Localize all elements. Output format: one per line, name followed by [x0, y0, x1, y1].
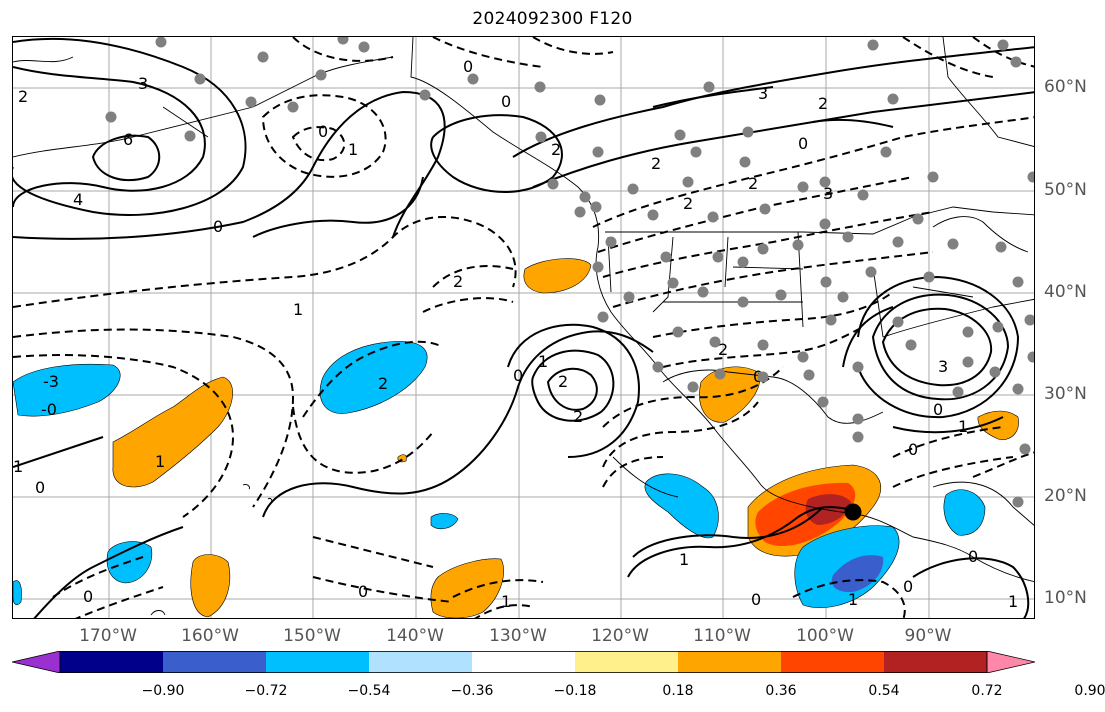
- colorbar-cell: [884, 651, 988, 673]
- contour-label: 0: [933, 400, 943, 419]
- colorbar-tick-label: 0.54: [868, 683, 900, 699]
- colorbar-tick-label: 0.90: [1074, 683, 1105, 699]
- contour-label: 1: [293, 300, 303, 319]
- colorbar-extend-min: [12, 651, 61, 673]
- contour-label: 0: [318, 122, 328, 141]
- contour-label: 1: [958, 417, 968, 436]
- colorbar-tick-label: −0.54: [347, 683, 391, 699]
- contour-label: 2: [718, 340, 728, 359]
- storm-center-marker: [844, 503, 862, 521]
- contour-label: 0: [213, 217, 223, 236]
- contour-label: -0: [41, 400, 57, 419]
- contour-label: 2: [378, 374, 388, 393]
- contour-label: -3: [43, 372, 59, 391]
- colorbar-cell: [472, 651, 576, 673]
- contour-label: 3: [938, 357, 948, 376]
- contour-label: 3: [823, 184, 833, 203]
- lat-label: 10°N: [1044, 588, 1087, 608]
- colorbar-border: [59, 651, 988, 673]
- contour-label: 2: [18, 87, 28, 106]
- contour-label: 0: [903, 577, 913, 596]
- contour-label: 0: [798, 134, 808, 153]
- contour-label: 1: [679, 550, 689, 569]
- lon-label: 110°W: [693, 626, 751, 646]
- contour-label: 0: [908, 440, 918, 459]
- contour-label: 1: [538, 352, 548, 371]
- lat-label: 20°N: [1044, 486, 1087, 506]
- colorbar-cells: [12, 651, 1035, 673]
- contour-label: 1: [13, 457, 23, 476]
- station-markers: [105, 37, 1034, 508]
- contour-label: 2: [558, 372, 568, 391]
- lon-label: 120°W: [591, 626, 649, 646]
- lon-label: 160°W: [181, 626, 239, 646]
- colorbar-tick-label: 0.72: [971, 683, 1003, 699]
- colorbar-tick-label: −0.18: [553, 683, 597, 699]
- dashed-contour-lines: [13, 37, 1034, 618]
- contour-label: 2: [453, 272, 463, 291]
- lon-label: 130°W: [489, 626, 547, 646]
- colorbar-tick-label: −0.72: [244, 683, 288, 699]
- lon-label: 140°W: [386, 626, 444, 646]
- colorbar-cell: [575, 651, 679, 673]
- lon-label: 100°W: [796, 626, 854, 646]
- contour-label: 1: [348, 140, 358, 159]
- lat-label: 30°N: [1044, 384, 1087, 404]
- colorbar-tick-label: −0.36: [450, 683, 494, 699]
- contour-label: 4: [73, 190, 83, 209]
- lon-label: 150°W: [283, 626, 341, 646]
- colorbar-tick-label: 0.36: [765, 683, 797, 699]
- contour-label: 0: [513, 366, 523, 385]
- colorbar-cell: [369, 651, 473, 673]
- map-canvas: 6 4 3 0 0 1 0 2 0 3 2 0 2 2 3 2 2 1 2 1 …: [13, 37, 1034, 618]
- colorbar-cell: [781, 651, 885, 673]
- contour-label: 0: [83, 587, 93, 606]
- lon-label: 90°W: [904, 626, 952, 646]
- contour-label: 0: [751, 590, 761, 609]
- colorbar-tick-label: 0.18: [662, 683, 694, 699]
- contour-label: 2: [651, 154, 661, 173]
- contour-label: 0: [968, 547, 978, 566]
- colorbar: [12, 651, 1035, 673]
- contour-label: 6: [123, 130, 133, 149]
- colorbar-cell: [163, 651, 267, 673]
- contour-label: 2: [818, 94, 828, 113]
- colorbar-cell: [678, 651, 782, 673]
- lon-label: 170°W: [79, 626, 137, 646]
- contour-label: 3: [138, 74, 148, 93]
- colorbar-cell: [266, 651, 370, 673]
- contour-label: 0: [501, 92, 511, 111]
- colorbar-tick-label: −0.90: [141, 683, 185, 699]
- contour-label: 1: [155, 452, 165, 471]
- contour-label-group: 6 4 3 0 0 1 0 2 0 3 2 0 2 2 3 2 2 1 2 1 …: [13, 57, 1018, 611]
- contour-label: 2: [683, 194, 693, 213]
- colorbar-cell: [60, 651, 164, 673]
- lat-label: 50°N: [1044, 180, 1087, 200]
- lat-label: 40°N: [1044, 282, 1087, 302]
- contour-label: 0: [463, 57, 473, 76]
- map-panel: 6 4 3 0 0 1 0 2 0 3 2 0 2 2 3 2 2 1 2 1 …: [12, 36, 1035, 619]
- contour-label: 2: [573, 407, 583, 426]
- contour-label: 1: [848, 590, 858, 609]
- contour-label: 3: [758, 84, 768, 103]
- map-title: 2024092300 F120: [472, 9, 633, 29]
- contour-label: 0: [35, 478, 45, 497]
- contour-label: 1: [501, 592, 511, 611]
- shaded-regions: [13, 258, 1019, 618]
- contour-label: 1: [1008, 592, 1018, 611]
- lat-label: 60°N: [1044, 77, 1087, 97]
- contour-label: 2: [551, 140, 561, 159]
- colorbar-extend-max: [986, 651, 1035, 673]
- contour-label: 2: [748, 174, 758, 193]
- contour-label: 0: [358, 582, 368, 601]
